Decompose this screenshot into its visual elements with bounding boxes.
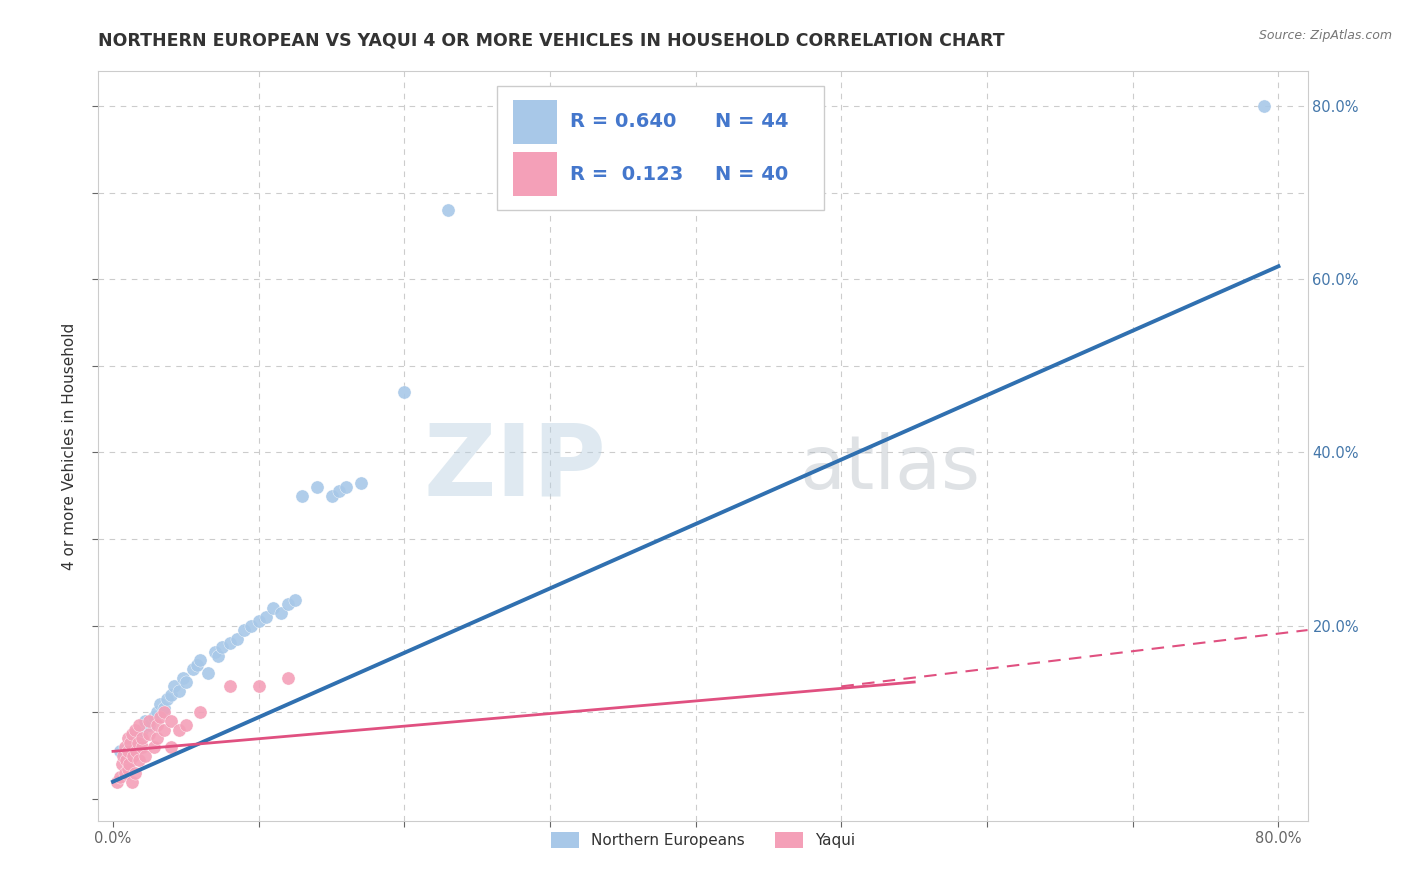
Point (254, 610, 277, 624)
Point (124, 766, 146, 780)
Point (240, 619, 263, 633)
Point (145, 718, 167, 732)
Point (156, 692, 179, 706)
Point (145, 706, 167, 720)
Point (181, 662, 204, 676)
Point (117, 762, 139, 776)
Point (128, 718, 150, 732)
Text: Source: ZipAtlas.com: Source: ZipAtlas.com (1258, 29, 1392, 42)
Text: ZIP: ZIP (423, 420, 606, 517)
Point (131, 731, 153, 746)
Point (128, 736, 150, 750)
Point (247, 679, 270, 693)
Text: N = 40: N = 40 (716, 165, 789, 185)
Point (335, 480, 357, 494)
Point (163, 679, 186, 693)
Text: NORTHERN EUROPEAN VS YAQUI 4 OR MORE VEHICLES IN HOUSEHOLD CORRELATION CHART: NORTHERN EUROPEAN VS YAQUI 4 OR MORE VEH… (98, 31, 1005, 49)
Point (350, 475, 373, 490)
Point (105, 774, 128, 789)
Point (131, 739, 153, 754)
Point (149, 709, 172, 723)
FancyBboxPatch shape (498, 87, 824, 210)
Point (190, 653, 212, 667)
FancyBboxPatch shape (513, 100, 557, 144)
Point (186, 657, 208, 672)
Point (328, 484, 350, 499)
Point (111, 757, 134, 772)
Point (149, 697, 172, 711)
Point (160, 714, 183, 728)
Text: N = 44: N = 44 (716, 112, 789, 131)
Point (160, 739, 183, 754)
Point (204, 645, 226, 659)
Text: R = 0.640: R = 0.640 (569, 112, 676, 131)
Point (120, 736, 142, 750)
Point (172, 671, 194, 685)
Point (128, 753, 150, 767)
Point (138, 718, 160, 732)
Point (117, 739, 139, 754)
Point (125, 744, 148, 758)
Point (138, 727, 160, 741)
Point (124, 723, 146, 737)
Point (262, 601, 284, 615)
Point (284, 592, 307, 607)
Point (127, 736, 149, 750)
Point (153, 723, 176, 737)
Point (225, 632, 247, 646)
Point (121, 731, 143, 746)
Point (277, 597, 299, 611)
Point (110, 744, 132, 758)
Point (305, 480, 328, 494)
Point (121, 774, 143, 789)
Point (291, 489, 314, 503)
Point (114, 766, 136, 780)
Point (121, 727, 143, 741)
FancyBboxPatch shape (513, 153, 557, 196)
Point (145, 731, 167, 746)
Legend: Northern Europeans, Yaqui: Northern Europeans, Yaqui (546, 826, 860, 855)
Text: atlas: atlas (800, 432, 981, 505)
Point (218, 636, 240, 650)
Point (134, 714, 156, 728)
Point (207, 648, 229, 663)
Point (112, 748, 135, 763)
Point (131, 723, 153, 737)
Point (138, 714, 160, 728)
Point (122, 748, 145, 763)
Point (114, 739, 136, 754)
Point (167, 683, 190, 698)
Point (153, 701, 176, 715)
Point (174, 675, 197, 690)
Point (110, 770, 132, 784)
Point (437, 202, 460, 217)
Point (118, 757, 141, 772)
Point (211, 640, 233, 655)
Y-axis label: 4 or more Vehicles in Household: 4 or more Vehicles in Household (62, 322, 77, 570)
Point (197, 666, 219, 681)
Point (1253, 99, 1275, 113)
Point (124, 727, 146, 741)
Text: R =  0.123: R = 0.123 (569, 165, 683, 185)
Point (134, 748, 156, 763)
Point (153, 706, 176, 720)
Point (270, 606, 292, 620)
Point (321, 489, 343, 503)
Point (142, 709, 165, 723)
Point (394, 384, 416, 399)
Point (142, 739, 165, 754)
Point (190, 706, 212, 720)
Point (167, 723, 190, 737)
Point (117, 731, 139, 746)
Point (277, 671, 299, 685)
Point (218, 679, 240, 693)
Point (115, 753, 138, 767)
Point (117, 744, 139, 758)
Point (247, 615, 270, 629)
Point (160, 688, 183, 702)
Point (233, 623, 256, 637)
Point (174, 718, 197, 732)
